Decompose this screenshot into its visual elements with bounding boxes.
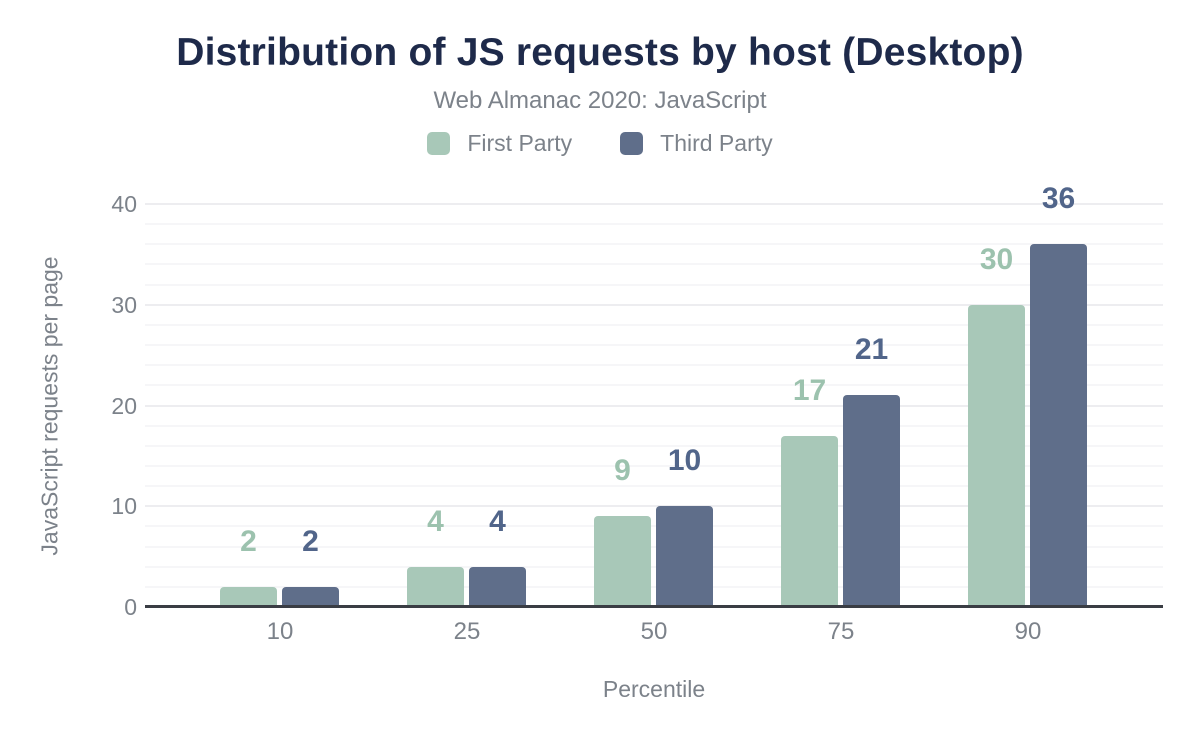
- chart-subtitle: Web Almanac 2020: JavaScript: [433, 87, 767, 114]
- minor-grid-line: [145, 283, 1163, 286]
- minor-grid-line: [145, 464, 1163, 467]
- plot-area: 2 2 10 4 4 25 9 10 50 17 21 75 30 36 90: [145, 184, 1163, 645]
- bar-value-label: 17: [792, 373, 827, 407]
- first-party-swatch-icon: [427, 132, 451, 155]
- bar-third-party: [843, 395, 900, 607]
- minor-grid-line: [145, 323, 1163, 326]
- bar-value-label: 21: [854, 333, 889, 367]
- third-party-swatch-icon: [620, 132, 644, 155]
- minor-grid-line: [145, 485, 1163, 488]
- bar-third-party: [656, 506, 713, 607]
- bar-first-party: [781, 435, 838, 607]
- y-tick-label: 30: [111, 291, 137, 318]
- legend-item-first-party: First Party: [427, 130, 572, 157]
- y-tick-label: 40: [111, 191, 137, 217]
- legend-item-third-party: Third Party: [620, 130, 773, 157]
- bar-value-label: 10: [667, 444, 702, 478]
- minor-grid-line: [145, 424, 1163, 427]
- y-tick-label: 20: [111, 392, 137, 419]
- x-axis-title: Percentile: [602, 676, 706, 702]
- y-tick-label: 0: [124, 594, 137, 620]
- bar-value-label: 2: [240, 524, 257, 558]
- minor-grid-line: [145, 525, 1163, 528]
- y-tick-label: 10: [111, 493, 137, 520]
- minor-grid-line: [145, 545, 1163, 548]
- major-grid-line: [145, 404, 1163, 407]
- minor-grid-line: [145, 444, 1163, 447]
- x-axis-line: [145, 605, 1163, 608]
- bar-third-party: [1030, 244, 1087, 607]
- bar-third-party: [469, 566, 526, 607]
- chart-title: Distribution of JS requests by host (Des…: [176, 31, 1024, 74]
- minor-grid-line: [145, 263, 1163, 266]
- bar-first-party: [407, 566, 464, 607]
- bar-value-label: 4: [489, 504, 506, 538]
- minor-grid-line: [145, 344, 1163, 347]
- legend-label-first-party: First Party: [467, 130, 573, 156]
- y-axis-ticks: 0 10 20 30 40: [0, 191, 137, 620]
- bar-value-label: 9: [614, 454, 631, 488]
- major-grid-line: [145, 303, 1163, 306]
- minor-grid-line: [145, 585, 1163, 588]
- bar-first-party: [220, 586, 277, 607]
- minor-grid-line: [145, 384, 1163, 387]
- x-tick-label: 90: [1014, 618, 1042, 645]
- legend-label-third-party: Third Party: [660, 130, 773, 156]
- minor-grid-line: [145, 364, 1163, 367]
- bar-first-party: [594, 516, 651, 607]
- minor-grid-line: [145, 243, 1163, 246]
- bar-value-label: 4: [427, 504, 444, 538]
- x-tick-label: 10: [266, 618, 294, 645]
- bar-value-label: 2: [302, 524, 319, 558]
- x-tick-label: 50: [640, 618, 668, 645]
- bar-third-party: [282, 586, 339, 607]
- major-grid-line: [145, 505, 1163, 508]
- bar-first-party: [968, 304, 1025, 607]
- legend: First Party Third Party: [0, 130, 1200, 157]
- bar-value-label: 36: [1041, 182, 1076, 216]
- major-grid-line: [145, 203, 1163, 205]
- x-tick-label: 25: [453, 618, 481, 645]
- minor-grid-line: [145, 565, 1163, 568]
- x-tick-label: 75: [827, 618, 855, 645]
- minor-grid-line: [145, 223, 1163, 226]
- bar-value-label: 30: [979, 242, 1014, 276]
